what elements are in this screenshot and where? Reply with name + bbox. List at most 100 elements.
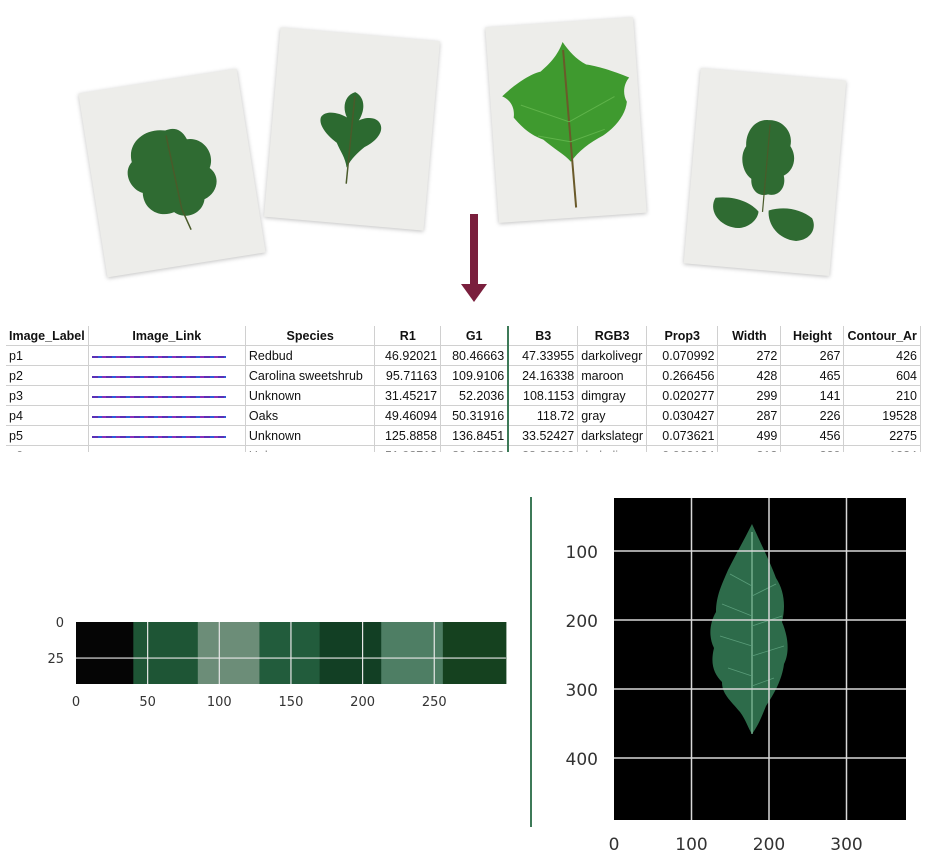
table-cell: 118.72 [508, 405, 579, 426]
table-cell: 50.31916 [440, 405, 510, 426]
table-cell: 136.8451 [440, 425, 510, 446]
table-cell: 0.030427 [646, 405, 719, 426]
table-cell: 125.8858 [374, 425, 442, 446]
table-cell: 108.1153 [508, 385, 579, 406]
table-cell: 499 [717, 425, 782, 446]
image-link-cell[interactable] [88, 425, 246, 446]
table-cell: 109.9106 [440, 365, 510, 386]
leaf-photo-2 [264, 27, 440, 231]
table-cell: 428 [717, 365, 782, 386]
table-cell: 0.073621 [646, 425, 719, 446]
table-cell: maroon [577, 365, 648, 386]
image-link-cell[interactable] [88, 385, 246, 406]
header-cell: G1 [440, 326, 510, 346]
table-row: p2 Carolina sweetshrub 95.71163 109.9106 24.… [6, 365, 921, 386]
table-row: p1 Redbud 46.92021 80.46663 47.33955 darkoliv… [6, 345, 921, 366]
palette-segment [133, 622, 199, 684]
palette-segment [319, 622, 382, 684]
table-cell: gray [577, 405, 648, 426]
header-cell: RGB3 [577, 326, 648, 346]
table-cell: 604 [843, 365, 921, 386]
table-cell: 31.45217 [374, 385, 442, 406]
table-cell: darkolivegr [577, 345, 648, 366]
table-cell: Oaks [245, 405, 376, 426]
leaf-photo-1-image [127, 128, 217, 231]
image-link[interactable] [91, 356, 226, 358]
table-cell: 0.020277 [646, 385, 719, 406]
y-tick-label: 25 [47, 652, 64, 667]
header-cell: Contour_Ar [843, 326, 921, 346]
x-tick-label: 200 [350, 695, 375, 710]
leaf-mask-plot: 100 200 300 400 0 100 200 300 [566, 498, 906, 855]
x-tick-label: 0 [72, 695, 80, 710]
leaf-photo-4-image [713, 120, 814, 241]
table-cell: Unknown [245, 445, 376, 452]
leaf-photo-3-image [502, 42, 630, 208]
image-link-cell[interactable] [88, 345, 246, 366]
table-cell: darkslategr [577, 425, 648, 446]
leaf-photo-3 [485, 17, 647, 223]
table-cell: 426 [843, 345, 921, 366]
palette-segment [259, 622, 321, 684]
header-cell: Height [780, 326, 845, 346]
table-cell: 47.33955 [508, 345, 579, 366]
table-cell: 80.45003 [440, 445, 510, 452]
palette-segment [197, 622, 260, 684]
table-cell: p1 [6, 345, 89, 366]
leaf-photo-4 [683, 68, 847, 276]
color-palette-chart: 0 50 100 150 200 250 0 25 [47, 616, 507, 710]
table-cell: 51.98713 [374, 445, 442, 452]
header-cell: Prop3 [646, 326, 719, 346]
table-cell: 24.16338 [508, 365, 579, 386]
table-cell: 49.46094 [374, 405, 442, 426]
table-cell: 0.070992 [646, 345, 719, 366]
table-cell: Carolina sweetshrub [245, 365, 376, 386]
x-tick-label: 0 [609, 835, 620, 855]
table-header-row: Image_Label Image_Link Species R1 G1 B3 … [6, 326, 921, 346]
table-cell: p3 [6, 385, 89, 406]
image-link[interactable] [91, 376, 226, 378]
leaf-photo-1 [78, 68, 266, 278]
x-tick-label: 300 [830, 835, 862, 855]
header-cell: Species [245, 326, 376, 346]
table-cell: 465 [780, 365, 845, 386]
image-link[interactable] [91, 436, 226, 438]
y-tick-label: 400 [566, 750, 598, 770]
table-cell: 1224 [843, 445, 921, 452]
table-row: p5 Unknown 125.8858 136.8451 33.52427 darksla… [6, 425, 921, 446]
table-cell: 19528 [843, 405, 921, 426]
table-cell: 267 [780, 345, 845, 366]
table-cell: 312 [717, 445, 782, 452]
image-link[interactable] [91, 396, 226, 398]
section-divider [530, 497, 532, 827]
table-row: p3 Unknown 31.45217 52.2036 108.1153 dimgray 0… [6, 385, 921, 406]
x-tick-label: 150 [279, 695, 304, 710]
table-cell: 287 [717, 405, 782, 426]
table-cell: 210 [843, 385, 921, 406]
x-tick-label: 200 [753, 835, 785, 855]
table-cell: 33.52427 [508, 425, 579, 446]
x-tick-label: 100 [675, 835, 707, 855]
table-cell: darkolivegr [577, 445, 648, 452]
header-cell: R1 [374, 326, 442, 346]
table-cell: 299 [717, 385, 782, 406]
table-cell: p6 [6, 445, 89, 452]
image-link-cell[interactable] [88, 445, 246, 452]
image-link-cell[interactable] [88, 365, 246, 386]
table-cell: 272 [717, 345, 782, 366]
table-cell: 38.88312 [508, 445, 579, 452]
table-cell: 95.71163 [374, 365, 442, 386]
table-cell: 52.2036 [440, 385, 510, 406]
image-link-cell[interactable] [88, 405, 246, 426]
table-row: p4 Oaks 49.46094 50.31916 118.72 gray 0.030427… [6, 405, 921, 426]
x-tick-label: 250 [422, 695, 447, 710]
table-cell: Redbud [245, 345, 376, 366]
table-cell: 141 [780, 385, 845, 406]
header-cell: B3 [508, 326, 579, 346]
table-cell: Unknown [245, 385, 376, 406]
table-cell: 456 [780, 425, 845, 446]
x-tick-label: 50 [139, 695, 156, 710]
table-cell: 226 [780, 405, 845, 426]
table-cell: 80.46663 [440, 345, 510, 366]
image-link[interactable] [91, 416, 226, 418]
